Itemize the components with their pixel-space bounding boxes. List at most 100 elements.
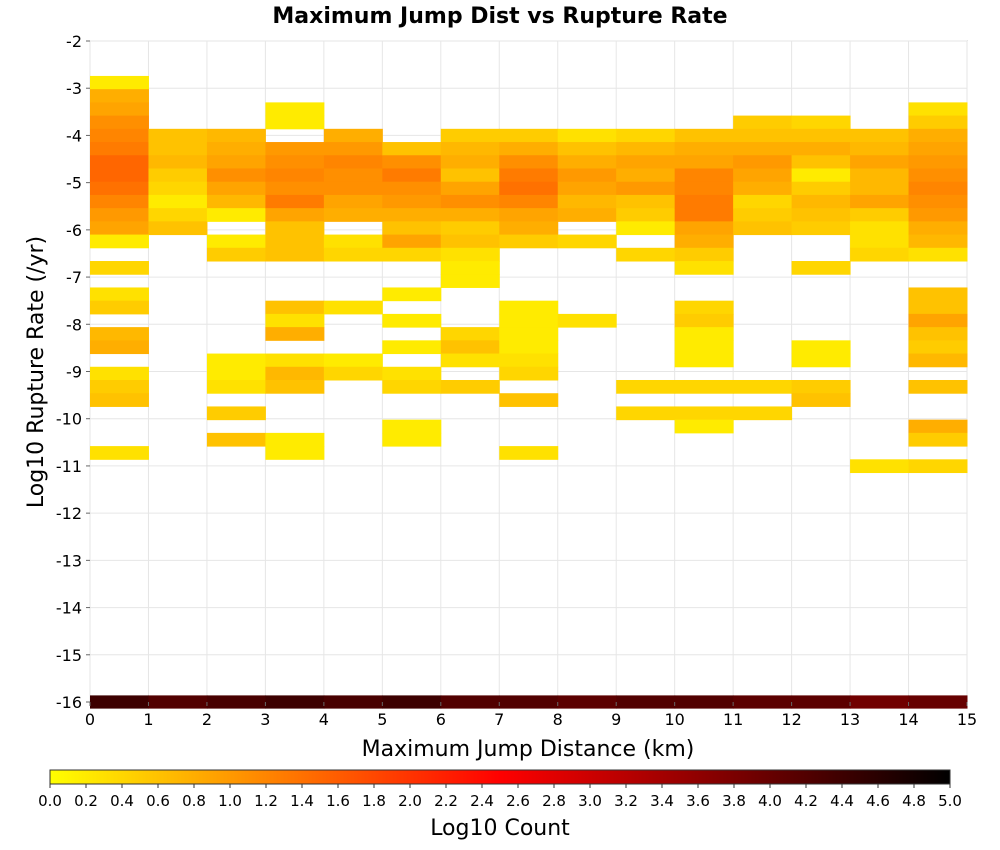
heatmap-cell <box>674 128 734 143</box>
heatmap-cell <box>206 155 266 169</box>
heatmap-cell <box>90 208 149 222</box>
heatmap-cell <box>616 168 676 183</box>
heatmap-cell <box>90 181 149 196</box>
heatmap-cell <box>90 128 149 143</box>
heatmap-cell <box>850 128 910 143</box>
heatmap-cell <box>908 208 968 222</box>
heatmap-cell <box>791 353 851 368</box>
heatmap-cell <box>265 379 325 394</box>
heatmap-cell <box>440 340 500 355</box>
y-tick-label: -7 <box>66 268 82 287</box>
heatmap-cell <box>850 459 910 474</box>
heatmap-cell <box>674 300 734 315</box>
heatmap-cell <box>90 89 149 103</box>
colorbar-tick-label: 0.4 <box>110 792 134 810</box>
heatmap-cell <box>791 168 851 183</box>
heatmap-cell <box>265 208 325 222</box>
y-tick-label: -11 <box>56 457 82 476</box>
heatmap-cell <box>908 115 968 130</box>
heatmap-cell <box>382 366 442 381</box>
heatmap-cell <box>791 142 851 156</box>
colorbar-tick-label: 2.4 <box>470 792 494 810</box>
heatmap-cell <box>674 181 734 196</box>
heatmap-cell <box>850 221 910 236</box>
heatmap-cell <box>908 353 968 368</box>
heatmap-cell <box>908 459 968 474</box>
heatmap-cell <box>90 75 149 90</box>
x-tick-label: 4 <box>319 710 329 729</box>
heatmap-cell <box>206 142 266 156</box>
heatmap-cell <box>499 340 559 355</box>
heatmap-cell <box>90 115 149 130</box>
heatmap-cell <box>206 247 266 262</box>
heatmap-cell <box>616 181 676 196</box>
heatmap-cells <box>90 75 968 474</box>
heatmap-cell <box>206 406 266 421</box>
heatmap-cell <box>323 168 383 183</box>
heatmap-cell <box>908 379 968 394</box>
heatmap-cell <box>791 379 851 394</box>
heatmap-cell <box>733 168 793 183</box>
heatmap-cell <box>323 155 383 169</box>
heatmap-cell <box>90 221 149 236</box>
heatmap-cell <box>206 432 266 447</box>
heatmap-cell <box>382 142 442 156</box>
colorbar-tick-label: 1.2 <box>254 792 278 810</box>
heatmap-cell <box>90 300 149 315</box>
heatmap-cell <box>90 194 149 209</box>
x-tick-label: 5 <box>377 710 387 729</box>
heatmap-cell <box>791 155 851 169</box>
colorbar-tick-label: 2.6 <box>506 792 530 810</box>
heatmap-cell <box>440 379 500 394</box>
heatmap-cell-band <box>791 695 851 709</box>
colorbar-tick-label: 0.2 <box>74 792 98 810</box>
x-tick-label: 13 <box>840 710 860 729</box>
heatmap-cell <box>382 155 442 169</box>
heatmap-cell <box>499 366 559 381</box>
heatmap-cell <box>733 406 793 421</box>
heatmap-cell <box>440 274 500 288</box>
heatmap-cell <box>440 155 500 169</box>
heatmap-cell <box>908 327 968 341</box>
heatmap-cell <box>616 208 676 222</box>
heatmap-cell <box>440 142 500 156</box>
heatmap-cell <box>382 313 442 328</box>
colorbar-tick-label: 1.6 <box>326 792 350 810</box>
heatmap-cell <box>265 432 325 447</box>
x-tick-label: 1 <box>143 710 153 729</box>
heatmap-cell <box>499 221 559 236</box>
colorbar-tick-label: 5.0 <box>938 792 962 810</box>
heatmap-cell <box>850 247 910 262</box>
heatmap-cell <box>616 379 676 394</box>
heatmap-cell <box>323 181 383 196</box>
heatmap-cell <box>265 247 325 262</box>
heatmap-cell-band <box>440 695 500 709</box>
heatmap-cell-band <box>382 695 442 709</box>
chart-title: Maximum Jump Dist vs Rupture Rate <box>272 4 727 29</box>
heatmap-cell <box>499 142 559 156</box>
heatmap-cell <box>265 221 325 236</box>
heatmap-cell <box>791 340 851 355</box>
x-tick-label: 15 <box>957 710 977 729</box>
heatmap-cell <box>499 353 559 368</box>
colorbar-tick-label: 4.8 <box>902 792 926 810</box>
heatmap-cell <box>265 446 325 460</box>
heatmap-cell <box>908 102 968 117</box>
heatmap-cell <box>206 234 266 249</box>
colorbar-tick-label: 4.0 <box>758 792 782 810</box>
heatmap-cell <box>674 313 734 328</box>
heatmap-cell <box>733 194 793 209</box>
heatmap-cell <box>265 102 325 117</box>
heatmap-cell <box>90 287 149 302</box>
heatmap-cell-band <box>90 695 149 709</box>
heatmap-cell <box>791 115 851 130</box>
colorbar-tick-label: 3.6 <box>686 792 710 810</box>
heatmap-cell <box>206 181 266 196</box>
heatmap-cell <box>674 142 734 156</box>
y-tick-label: -3 <box>66 79 82 98</box>
heatmap-cell <box>557 181 617 196</box>
heatmap-cell <box>265 327 325 341</box>
heatmap-cell <box>148 181 208 196</box>
heatmap-cell <box>557 168 617 183</box>
